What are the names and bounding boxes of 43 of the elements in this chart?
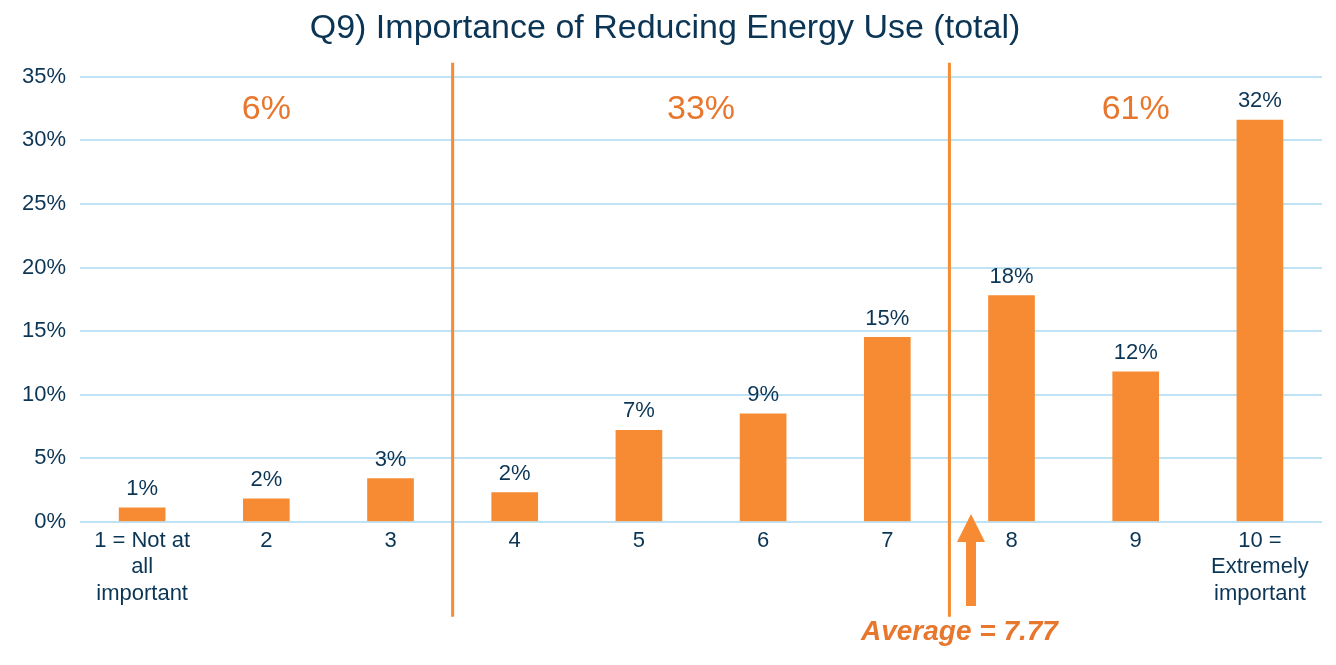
x-tick-label: 9 xyxy=(1129,527,1142,553)
data-label: 32% xyxy=(1237,87,1282,113)
x-tick-label: 8 xyxy=(1005,527,1018,553)
data-label: 3% xyxy=(374,445,407,471)
x-tick-label: 4 xyxy=(508,527,521,553)
bar xyxy=(615,429,663,522)
data-label: 9% xyxy=(747,380,780,406)
bar xyxy=(739,413,787,522)
data-label: 1% xyxy=(126,474,159,500)
data-label: 18% xyxy=(989,262,1034,288)
annotation: 33% xyxy=(666,88,736,127)
data-label: 2% xyxy=(250,465,283,491)
y-tick-label: 0% xyxy=(34,507,67,533)
y-tick-label: 5% xyxy=(34,444,67,470)
bar xyxy=(988,295,1035,522)
y-tick-label: 10% xyxy=(21,380,67,406)
annotation: 61% xyxy=(1101,88,1170,127)
bar xyxy=(863,337,911,522)
y-tick-label: 30% xyxy=(21,126,67,152)
x-tick-label: 10 = Extremely important xyxy=(1211,527,1309,605)
x-tick-label: 7 xyxy=(881,527,894,553)
data-label: 2% xyxy=(498,459,531,485)
bar xyxy=(118,507,166,522)
chart-title: Q9) Importance of Reducing Energy Use (total) xyxy=(309,6,1021,45)
bar xyxy=(1236,119,1284,522)
x-tick-label: 6 xyxy=(756,527,770,553)
bar xyxy=(491,492,539,522)
annotation: 6% xyxy=(241,88,291,127)
data-label: 15% xyxy=(865,304,910,330)
x-tick-label: 3 xyxy=(384,527,397,553)
x-tick-label: 5 xyxy=(632,527,646,553)
y-tick-label: 20% xyxy=(21,253,67,279)
data-label: 7% xyxy=(623,397,655,423)
bar xyxy=(1112,371,1160,522)
y-tick-label: 15% xyxy=(21,317,67,343)
bar xyxy=(243,498,290,522)
y-tick-label: 25% xyxy=(21,190,67,216)
y-tick-label: 35% xyxy=(21,62,67,88)
text: Average = 7.77 xyxy=(859,614,1060,646)
data-label: 12% xyxy=(1113,338,1158,364)
bar xyxy=(367,478,414,522)
x-tick-label: 2 xyxy=(260,527,273,553)
x-tick-label: 1 = Not at all important xyxy=(94,527,191,605)
